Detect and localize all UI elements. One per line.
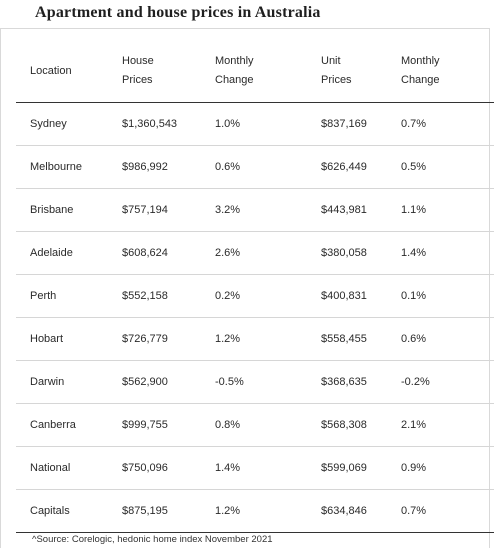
cell-unit-change: 0.5% [401, 145, 494, 189]
table-row: Canberra $999,755 0.8% $568,308 2.1% [16, 403, 494, 447]
cell-location: National [16, 446, 122, 490]
cell-location: Sydney [16, 102, 122, 146]
cell-house-price: $1,360,543 [122, 102, 215, 146]
header-unit-prices-line2: Prices [321, 74, 352, 86]
cell-house-price: $986,992 [122, 145, 215, 189]
header-unit-monthly-change: Monthly Change [401, 40, 494, 103]
cell-location: Adelaide [16, 231, 122, 275]
cell-unit-change: 0.9% [401, 446, 494, 490]
header-house-monthly-change-line2: Change [215, 74, 254, 86]
cell-unit-price: $599,069 [321, 446, 401, 490]
cell-unit-change: 0.7% [401, 489, 494, 533]
cell-unit-change: 2.1% [401, 403, 494, 447]
header-location: Location [16, 40, 122, 103]
cell-house-change: 0.8% [215, 403, 321, 447]
cell-house-change: 1.0% [215, 102, 321, 146]
table-row: Darwin $562,900 -0.5% $368,635 -0.2% [16, 360, 494, 404]
cell-house-change: 2.6% [215, 231, 321, 275]
cell-unit-price: $443,981 [321, 188, 401, 232]
header-location-label: Location [30, 64, 72, 77]
cell-house-change: 1.2% [215, 489, 321, 533]
header-unit-monthly-change-line2: Change [401, 74, 440, 86]
header-house-prices: House Prices [122, 40, 215, 103]
cell-unit-change: 1.1% [401, 188, 494, 232]
cell-unit-price: $634,846 [321, 489, 401, 533]
cell-location: Brisbane [16, 188, 122, 232]
cell-unit-price: $558,455 [321, 317, 401, 361]
header-unit-prices: Unit Prices [321, 40, 401, 103]
cell-house-price: $562,900 [122, 360, 215, 404]
cell-house-price: $726,779 [122, 317, 215, 361]
cell-unit-price: $400,831 [321, 274, 401, 318]
header-unit-prices-line1: Unit [321, 55, 341, 67]
cell-location: Perth [16, 274, 122, 318]
cell-house-change: 3.2% [215, 188, 321, 232]
table-header-row: Location House Prices Monthly Change Uni… [16, 40, 494, 103]
cell-unit-price: $626,449 [321, 145, 401, 189]
table-row: National $750,096 1.4% $599,069 0.9% [16, 446, 494, 490]
cell-unit-price: $380,058 [321, 231, 401, 275]
header-house-monthly-change-line1: Monthly [215, 55, 254, 67]
cell-location: Hobart [16, 317, 122, 361]
table-row: Capitals $875,195 1.2% $634,846 0.7% [16, 489, 494, 533]
header-house-prices-line2: Prices [122, 74, 153, 86]
cell-unit-change: 0.7% [401, 102, 494, 146]
table-row: Perth $552,158 0.2% $400,831 0.1% [16, 274, 494, 318]
cell-house-price: $750,096 [122, 446, 215, 490]
cell-house-price: $757,194 [122, 188, 215, 232]
cell-house-change: 1.2% [215, 317, 321, 361]
cell-house-change: -0.5% [215, 360, 321, 404]
cell-house-price: $552,158 [122, 274, 215, 318]
header-house-monthly-change: Monthly Change [215, 40, 321, 103]
cell-house-price: $608,624 [122, 231, 215, 275]
cell-unit-price: $568,308 [321, 403, 401, 447]
table-row: Adelaide $608,624 2.6% $380,058 1.4% [16, 231, 494, 275]
cell-house-change: 0.6% [215, 145, 321, 189]
cell-unit-price: $368,635 [321, 360, 401, 404]
table-row: Melbourne $986,992 0.6% $626,449 0.5% [16, 145, 494, 189]
cell-unit-change: -0.2% [401, 360, 494, 404]
header-unit-monthly-change-line1: Monthly [401, 55, 440, 67]
page-title: Apartment and house prices in Australia [35, 4, 321, 21]
cell-location: Canberra [16, 403, 122, 447]
cell-location: Melbourne [16, 145, 122, 189]
cell-unit-change: 0.1% [401, 274, 494, 318]
cell-unit-change: 0.6% [401, 317, 494, 361]
cell-unit-price: $837,169 [321, 102, 401, 146]
prices-table: Location House Prices Monthly Change Uni… [16, 40, 494, 533]
cell-house-price: $875,195 [122, 489, 215, 533]
cell-location: Darwin [16, 360, 122, 404]
table-row: Brisbane $757,194 3.2% $443,981 1.1% [16, 188, 494, 232]
table-row: Sydney $1,360,543 1.0% $837,169 0.7% [16, 102, 494, 146]
cell-house-change: 1.4% [215, 446, 321, 490]
cell-location: Capitals [16, 489, 122, 533]
cell-house-change: 0.2% [215, 274, 321, 318]
cell-unit-change: 1.4% [401, 231, 494, 275]
source-note: ^Source: Corelogic, hedonic home index N… [32, 534, 273, 545]
header-house-prices-line1: House [122, 55, 154, 67]
cell-house-price: $999,755 [122, 403, 215, 447]
table-row: Hobart $726,779 1.2% $558,455 0.6% [16, 317, 494, 361]
